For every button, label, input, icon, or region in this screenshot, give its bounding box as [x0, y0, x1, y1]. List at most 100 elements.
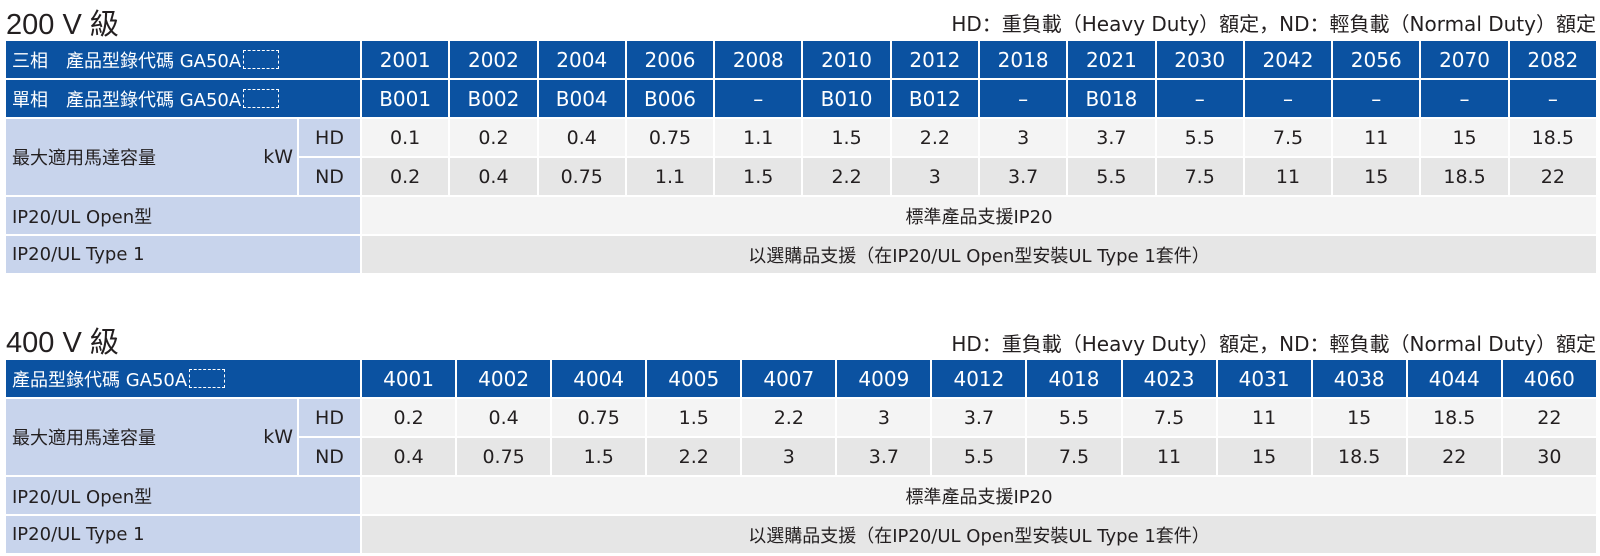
model-code: 4044	[1407, 360, 1501, 399]
nd-value: 18.5	[1421, 158, 1508, 197]
nd-value: 3	[742, 438, 836, 477]
model-code: B001	[362, 80, 449, 119]
model-code: B006	[626, 80, 714, 119]
single-phase-row: 單相 產品型錄代碼 GA50A B001 B002 B004 B006 – B0…	[6, 80, 1596, 119]
model-code: 4004	[552, 360, 646, 399]
hd-value: 0.75	[552, 399, 646, 438]
ip20-open-label: IP20/UL Open型	[6, 477, 361, 516]
hd-value: 3.7	[932, 399, 1026, 438]
ip20-type1-row: IP20/UL Type 1 以選購品支援（在IP20/UL Open型安裝UL…	[6, 516, 1596, 555]
hd-value: 1.5	[647, 399, 741, 438]
nd-value: 11	[1244, 158, 1332, 197]
model-code: 4002	[457, 360, 551, 399]
code-placeholder-box	[243, 88, 280, 108]
code-label: 產品型錄代碼 GA50A	[12, 369, 188, 391]
nd-value: 15	[1217, 438, 1311, 477]
hd-value: 11	[1333, 119, 1420, 158]
nd-label: ND	[299, 438, 361, 477]
hd-value: 18.5	[1407, 399, 1501, 438]
motor-capacity-label: 最大適用馬達容量	[12, 428, 156, 449]
hd-value: 5.5	[1156, 119, 1243, 158]
model-code: 2004	[538, 41, 625, 80]
model-code: –	[1156, 80, 1243, 119]
model-code: B010	[803, 80, 890, 119]
nd-value: 0.2	[362, 158, 449, 197]
nd-value: 2.2	[647, 438, 741, 477]
hd-value: 3.7	[1068, 119, 1155, 158]
hd-value: 22	[1502, 399, 1596, 438]
single-phase-label-cell: 單相 產品型錄代碼 GA50A	[6, 80, 361, 119]
hd-value: 3	[979, 119, 1067, 158]
nd-value: 3	[891, 158, 978, 197]
nd-row: ND 0.4 0.75 1.5 2.2 3 3.7 5.5 7.5 11 15 …	[6, 438, 1596, 477]
model-code: 2021	[1068, 41, 1155, 80]
model-code: 4023	[1122, 360, 1216, 399]
model-code: 4012	[932, 360, 1026, 399]
model-code: 2082	[1509, 41, 1596, 80]
model-code: –	[1509, 80, 1596, 119]
model-code: 2001	[362, 41, 449, 80]
ip20-open-value: 標準產品支援IP20	[362, 477, 1596, 516]
hd-value: 1.1	[715, 119, 802, 158]
model-code: 2042	[1244, 41, 1332, 80]
hd-value: 3	[837, 399, 931, 438]
nd-value: 18.5	[1312, 438, 1406, 477]
hd-value: 11	[1217, 399, 1311, 438]
model-code: 4038	[1312, 360, 1406, 399]
model-code: B002	[450, 80, 537, 119]
model-code: 2018	[979, 41, 1067, 80]
nd-value: 22	[1407, 438, 1501, 477]
model-code: B004	[538, 80, 625, 119]
three-phase-label: 三相 產品型錄代碼 GA50A	[12, 50, 242, 72]
hd-value: 0.2	[450, 119, 537, 158]
model-code: 2070	[1421, 41, 1508, 80]
nd-value: 7.5	[1027, 438, 1121, 477]
hd-value: 0.75	[626, 119, 714, 158]
section-title: 200 V 級	[6, 9, 119, 41]
hd-label: HD	[299, 119, 361, 158]
code-row: 產品型錄代碼 GA50A 4001 4002 4004 4005 4007 40…	[6, 360, 1596, 399]
hd-row: 最大適用馬達容量 kW HD 0.2 0.4 0.75 1.5 2.2 3 3.…	[6, 399, 1596, 477]
nd-value: 7.5	[1156, 158, 1243, 197]
model-code: –	[979, 80, 1067, 119]
hd-value: 0.2	[362, 399, 456, 438]
ip20-type1-value: 以選購品支援（在IP20/UL Open型安裝UL Type 1套件）	[362, 516, 1596, 555]
ip20-type1-label: IP20/UL Type 1	[6, 236, 361, 275]
nd-label: ND	[299, 158, 361, 197]
model-code: 2056	[1333, 41, 1420, 80]
model-code: 2008	[715, 41, 802, 80]
hd-value: 15	[1312, 399, 1406, 438]
code-placeholder-box	[243, 49, 280, 69]
hd-value: 5.5	[1027, 399, 1121, 438]
spec-table-200v: 三相 產品型錄代碼 GA50A 2001 2002 2004 2006 2008…	[4, 41, 1598, 275]
hd-value: 18.5	[1509, 119, 1596, 158]
hd-value: 7.5	[1122, 399, 1216, 438]
nd-value: 15	[1333, 158, 1420, 197]
model-code: 4060	[1502, 360, 1596, 399]
hd-value: 1.5	[803, 119, 890, 158]
model-code: 4009	[837, 360, 931, 399]
nd-value: 1.5	[552, 438, 646, 477]
three-phase-label-cell: 三相 產品型錄代碼 GA50A	[6, 41, 361, 80]
unit-label: kW	[263, 426, 293, 448]
ip20-type1-row: IP20/UL Type 1 以選購品支援（在IP20/UL Open型安裝UL…	[6, 236, 1596, 275]
motor-capacity-label-cell: 最大適用馬達容量 kW	[6, 119, 297, 197]
model-code: 4007	[742, 360, 836, 399]
model-code: –	[715, 80, 802, 119]
motor-capacity-label-cell: 最大適用馬達容量 kW	[6, 399, 297, 477]
nd-value: 1.5	[715, 158, 802, 197]
rating-note: HD：重負載（Heavy Duty）額定，ND：輕負載（Normal Duty）…	[951, 332, 1596, 356]
model-code: 4001	[362, 360, 456, 399]
nd-value: 0.75	[457, 438, 551, 477]
rating-note: HD：重負載（Heavy Duty）額定，ND：輕負載（Normal Duty）…	[951, 12, 1596, 36]
nd-value: 5.5	[1068, 158, 1155, 197]
hd-label: HD	[299, 399, 361, 438]
section-title: 400 V 級	[6, 327, 119, 359]
hd-value: 2.2	[891, 119, 978, 158]
ip20-open-row: IP20/UL Open型 標準產品支援IP20	[6, 477, 1596, 516]
hd-value: 2.2	[742, 399, 836, 438]
model-code: B018	[1068, 80, 1155, 119]
model-code: 2006	[626, 41, 714, 80]
motor-capacity-label: 最大適用馬達容量	[12, 148, 156, 169]
hd-value: 7.5	[1244, 119, 1332, 158]
